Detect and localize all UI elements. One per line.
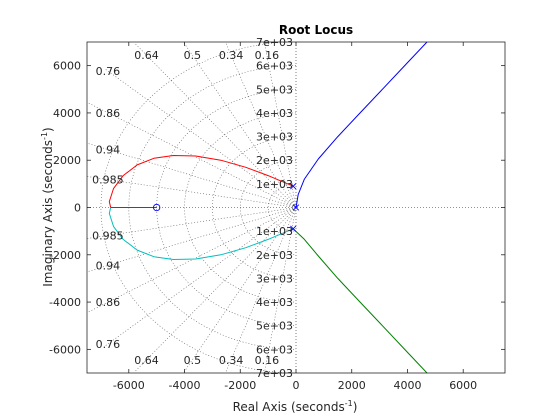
wn-circle: [267, 183, 297, 232]
y-tick-label: -6000: [49, 343, 81, 356]
zeta-label-upper: 0.985: [92, 174, 124, 187]
x-tick-label: 6000: [449, 379, 477, 392]
zeta-label-lower: 0.64: [134, 354, 159, 367]
zero-marker: [153, 203, 161, 212]
pole-zero-markers: [153, 183, 300, 232]
y-tick-label: -2000: [49, 249, 81, 262]
zeta-label-upper: 0.64: [134, 49, 159, 62]
zeta-label-lower: 0.86: [96, 296, 121, 309]
wn-label-lower: 6e+03: [256, 343, 293, 356]
y-axis-label: Imaginary Axis (seconds-1): [40, 127, 55, 286]
y-tick-label: -4000: [49, 296, 81, 309]
zeta-label-lower: 0.94: [96, 259, 121, 272]
zeta-ray: [87, 207, 297, 314]
pole-marker: [290, 225, 297, 232]
chart-title: Root Locus: [279, 23, 353, 37]
zeta-ray: [135, 43, 297, 208]
locus-branch: [108, 207, 294, 260]
y-tick-label: 6000: [53, 60, 81, 73]
wn-circle: [240, 159, 297, 256]
zeta-label-lower: 0.985: [92, 229, 124, 242]
wn-label-lower: 5e+03: [256, 320, 293, 333]
pole-marker: [290, 183, 297, 190]
zeta-ray: [183, 42, 297, 208]
wn-circle: [156, 88, 297, 327]
wn-label-upper: 6e+03: [256, 60, 293, 73]
zeta-ray: [264, 207, 297, 373]
x-tick-label: -6000: [113, 379, 145, 392]
wn-label-upper: 3e+03: [256, 131, 293, 144]
zeta-label-lower: 0.76: [96, 338, 121, 351]
x-tick-label: 2000: [338, 379, 366, 392]
wn-circle: [212, 136, 297, 279]
pole-marker: [292, 204, 300, 211]
wn-circle: [100, 42, 297, 373]
zeta-label-lower: 0.5: [184, 354, 202, 367]
wn-label-upper: 7e+03: [256, 36, 293, 49]
wn-label-upper: 4e+03: [256, 107, 293, 120]
wn-label-upper: 2e+03: [256, 154, 293, 167]
zeta-label-upper: 0.86: [96, 107, 121, 120]
y-tick-label: 4000: [53, 107, 81, 120]
zeta-label-upper: 0.16: [255, 49, 280, 62]
zeta-ray: [183, 207, 297, 373]
damping-grid-labels: 1e+03 1e+03 2e+03 2e+03 3e+03 3e+03 4e+03 4e+03…: [92, 36, 293, 380]
zeta-ray: [225, 207, 297, 373]
zeta-label-upper: 0.5: [184, 49, 202, 62]
wn-label-upper: 1e+03: [256, 178, 293, 191]
locus-branch: [108, 155, 294, 208]
zeta-ray: [225, 42, 297, 208]
x-tick-label: -2000: [224, 379, 256, 392]
zeta-ray: [135, 207, 297, 372]
y-tick-label: 0: [74, 202, 81, 215]
zeta-label-upper: 0.94: [96, 144, 121, 157]
wn-label-upper: 5e+03: [256, 83, 293, 96]
zeta-label-upper: 0.34: [219, 49, 244, 62]
zeta-label-upper: 0.76: [96, 65, 121, 78]
pole-marker-stroke: [292, 204, 300, 211]
zeta-label-lower: 0.16: [255, 354, 280, 367]
y-tick-label: 2000: [53, 154, 81, 167]
locus-branch: [295, 42, 428, 208]
zeta-label-lower: 0.34: [219, 354, 244, 367]
axis-ticks: -6000 -4000 -2000 0 2000 4000 6000 -6000 -4000 -2…: [49, 42, 505, 392]
wn-circle: [184, 112, 297, 303]
locus-branches: [108, 42, 428, 373]
pole-marker-stroke: [290, 225, 297, 232]
x-axis-label: Real Axis (seconds-1): [233, 399, 358, 414]
pole-marker-stroke: [290, 183, 297, 190]
zeta-ray: [87, 142, 297, 208]
wn-label-lower: 4e+03: [256, 296, 293, 309]
zeta-ray: [87, 101, 297, 208]
wn-label-lower: 3e+03: [256, 272, 293, 285]
zeta-ray: [87, 207, 297, 273]
locus-branch: [292, 228, 428, 373]
x-tick-label: 0: [293, 379, 300, 392]
zeta-ray: [105, 68, 297, 208]
wn-label-lower: 1e+03: [256, 225, 293, 238]
x-tick-label: -4000: [169, 379, 201, 392]
wn-label-lower: 2e+03: [256, 249, 293, 262]
wn-label-lower: 7e+03: [256, 367, 293, 380]
x-tick-label: 4000: [393, 379, 421, 392]
zeta-ray: [105, 207, 297, 347]
